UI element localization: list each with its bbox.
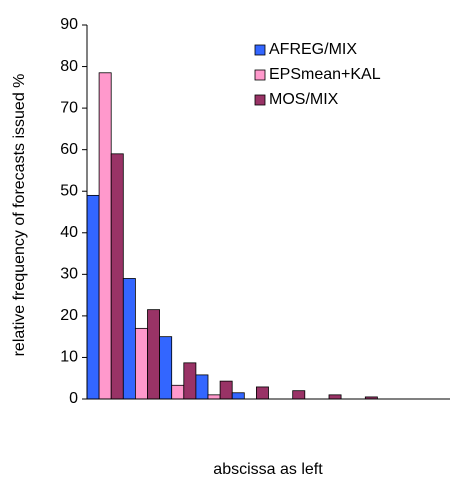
bar <box>134 327 148 400</box>
y-tick-label: 90 <box>60 16 78 33</box>
bar <box>171 384 185 400</box>
bar <box>98 72 112 400</box>
bar <box>292 390 306 400</box>
bar <box>231 392 245 400</box>
bar <box>255 386 269 400</box>
legend-label: MOS/MIX <box>269 91 339 108</box>
bar <box>110 153 124 400</box>
legend-label: AFREG/MIX <box>269 41 357 58</box>
bar <box>147 309 161 400</box>
y-tick-label: 10 <box>60 349 78 366</box>
legend-swatch <box>254 69 266 81</box>
bar <box>122 278 136 400</box>
legend-swatch <box>254 94 266 106</box>
y-tick-label: 20 <box>60 307 78 324</box>
bar <box>328 394 342 400</box>
y-tick-label: 70 <box>60 99 78 116</box>
y-tick-label: 80 <box>60 58 78 75</box>
bar <box>183 362 197 400</box>
x-axis-label: abscissa as left <box>213 461 323 478</box>
y-tick-label: 0 <box>69 390 78 407</box>
y-axis-label: relative frequency of forecasts issued % <box>11 74 28 357</box>
bar <box>86 194 100 400</box>
y-tick-label: 40 <box>60 224 78 241</box>
legend-label: EPSmean+KAL <box>269 66 381 83</box>
bar <box>219 380 233 400</box>
y-tick-label: 60 <box>60 141 78 158</box>
bar <box>207 394 221 400</box>
legend-swatch <box>254 44 266 56</box>
bar <box>195 374 209 400</box>
y-tick-label: 50 <box>60 182 78 199</box>
bar <box>159 336 173 400</box>
y-tick-label: 30 <box>60 266 78 283</box>
